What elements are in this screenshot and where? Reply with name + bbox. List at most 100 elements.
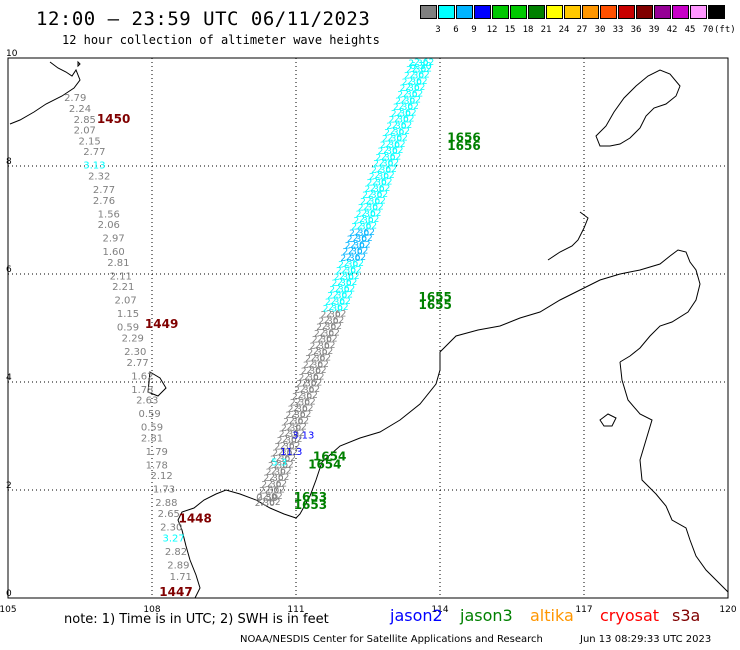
swh-value: 2.07 <box>114 296 136 307</box>
legend-label: 42 <box>666 25 678 35</box>
swh-value: 2.88 <box>155 498 177 509</box>
swh-value: 2.30 <box>356 210 376 220</box>
swh-value: 2.62 <box>265 486 285 496</box>
legend-swatch <box>492 5 509 19</box>
swh-value: 2.30 <box>382 135 402 145</box>
swh-value: 2.30 <box>294 386 314 396</box>
swh-value: 2.30 <box>367 179 387 189</box>
swh-value: 2.62 <box>379 159 399 169</box>
generated-timestamp: Jun 13 08:29:33 UTC 2023 <box>580 634 712 645</box>
swh-value: 2.30 <box>292 392 312 402</box>
swh-value: 2.30 <box>279 430 299 440</box>
swh-value: 3.13 <box>292 431 314 442</box>
longitude-tick-label: 111 <box>287 605 304 615</box>
swh-value: 2.30 <box>360 197 380 207</box>
altimeter-tracks: 2.792.242.852.072.152.773.132.322.772.76… <box>64 58 434 583</box>
swh-value: 2.62 <box>309 360 329 370</box>
page-subtitle: 12 hour collection of altimeter wave hei… <box>62 33 380 47</box>
swh-value: 1.79 <box>146 447 168 458</box>
swh-value: 2.62 <box>267 479 287 489</box>
swh-value: 2.30 <box>338 260 358 270</box>
swh-value: 2.62 <box>326 310 346 320</box>
swh-value: 2.62 <box>285 429 305 439</box>
swh-value: 2.30 <box>369 172 389 182</box>
swh-value: 2.30 <box>266 468 286 478</box>
swh-value: 2.30 <box>325 298 345 308</box>
legend-swatch <box>456 5 473 19</box>
swh-value: 2.62 <box>320 328 340 338</box>
legend-swatch <box>690 5 707 19</box>
swh-value: 2.30 <box>310 342 330 352</box>
swh-value: 2.30 <box>270 455 290 465</box>
coastline-natuna <box>147 371 167 397</box>
swh-value: 2.30 <box>329 285 349 295</box>
swh-value: 2.62 <box>346 253 366 263</box>
swh-value: 2.30 <box>364 185 384 195</box>
swh-value: 2.30 <box>332 279 352 289</box>
swh-value: 2.79 <box>64 93 86 104</box>
legend-label: 6 <box>453 25 459 35</box>
swh-value: 2.30 <box>281 424 301 434</box>
swh-value: 2.62 <box>377 165 397 175</box>
credit-line: NOAA/NESDIS Center for Satellite Applica… <box>240 634 543 645</box>
swh-value: 2.30 <box>318 317 338 327</box>
swh-value: 2.30 <box>259 487 279 497</box>
swh-value: 2.30 <box>314 329 334 339</box>
latitude-tick-label: 4 <box>6 373 12 383</box>
map-frame <box>7 57 729 599</box>
swh-value: 2.62 <box>329 303 349 313</box>
longitude-tick-label: 105 <box>0 605 17 615</box>
swh-value: 2.30 <box>261 480 281 490</box>
swh-value: 2.32 <box>88 172 110 183</box>
swh-value: 2.81 <box>107 258 129 269</box>
swh-value: 2.62 <box>333 291 353 301</box>
swh-value: 2.30 <box>264 474 284 484</box>
swh-value: 2.62 <box>322 322 342 332</box>
swh-value: 2.62 <box>302 379 322 389</box>
legend-label: 9 <box>471 25 477 35</box>
swh-value: 1.78 <box>131 385 153 396</box>
swh-value: 2.07 <box>74 126 96 137</box>
swh-value: 2.77 <box>93 185 115 196</box>
swh-value: 2.62 <box>388 133 408 143</box>
swh-value: 2.62 <box>276 454 296 464</box>
swh-value: 2.62 <box>403 89 423 99</box>
swh-value: 2.81 <box>141 433 163 444</box>
swh-value: 2.62 <box>355 228 375 238</box>
swh-value: 2.30 <box>255 499 275 509</box>
swh-value: 1.71 <box>170 572 192 583</box>
swh-value: 2.15 <box>78 136 100 147</box>
swh-value: 2.63 <box>136 396 158 407</box>
swh-value: 2.62 <box>408 77 428 87</box>
legend-label: 36 <box>630 25 642 35</box>
swh-value: 2.30 <box>257 493 277 503</box>
legend-swatch <box>564 5 581 19</box>
swh-value: 2.30 <box>275 443 295 453</box>
legend-swatch <box>546 5 563 19</box>
swh-value: 2.06 <box>98 220 120 231</box>
legend-swatch <box>582 5 599 19</box>
legend-label: 39 <box>648 25 660 35</box>
swh-value: 2.30 <box>303 361 323 371</box>
swh-value: 2.30 <box>336 267 356 277</box>
legend-label: 3 <box>435 25 441 35</box>
pass-time-label: 1654 <box>313 449 346 463</box>
longitude-tick-label: 120 <box>719 605 736 615</box>
swh-value: 2.30 <box>316 323 336 333</box>
swh-value: 2.30 <box>391 109 411 119</box>
legend-label: 45 <box>684 25 696 35</box>
swh-value: 2.62 <box>340 272 360 282</box>
swh-value: 2.30 <box>402 78 422 88</box>
swh-value: 2.30 <box>288 405 308 415</box>
legend-swatch <box>600 5 617 19</box>
coastline-vietnam <box>9 61 81 125</box>
legend-unit: (ft) <box>714 25 736 35</box>
pass-time-label: 1655 <box>418 298 451 312</box>
swh-value: 2.62 <box>331 297 351 307</box>
legend-label: 27 <box>576 25 588 35</box>
legend-swatch <box>438 5 455 19</box>
swh-value: 11.3 <box>280 447 302 458</box>
swh-value: 2.30 <box>351 223 371 233</box>
swh-value: 1.15 <box>117 309 139 320</box>
swh-value: 2.62 <box>353 234 373 244</box>
